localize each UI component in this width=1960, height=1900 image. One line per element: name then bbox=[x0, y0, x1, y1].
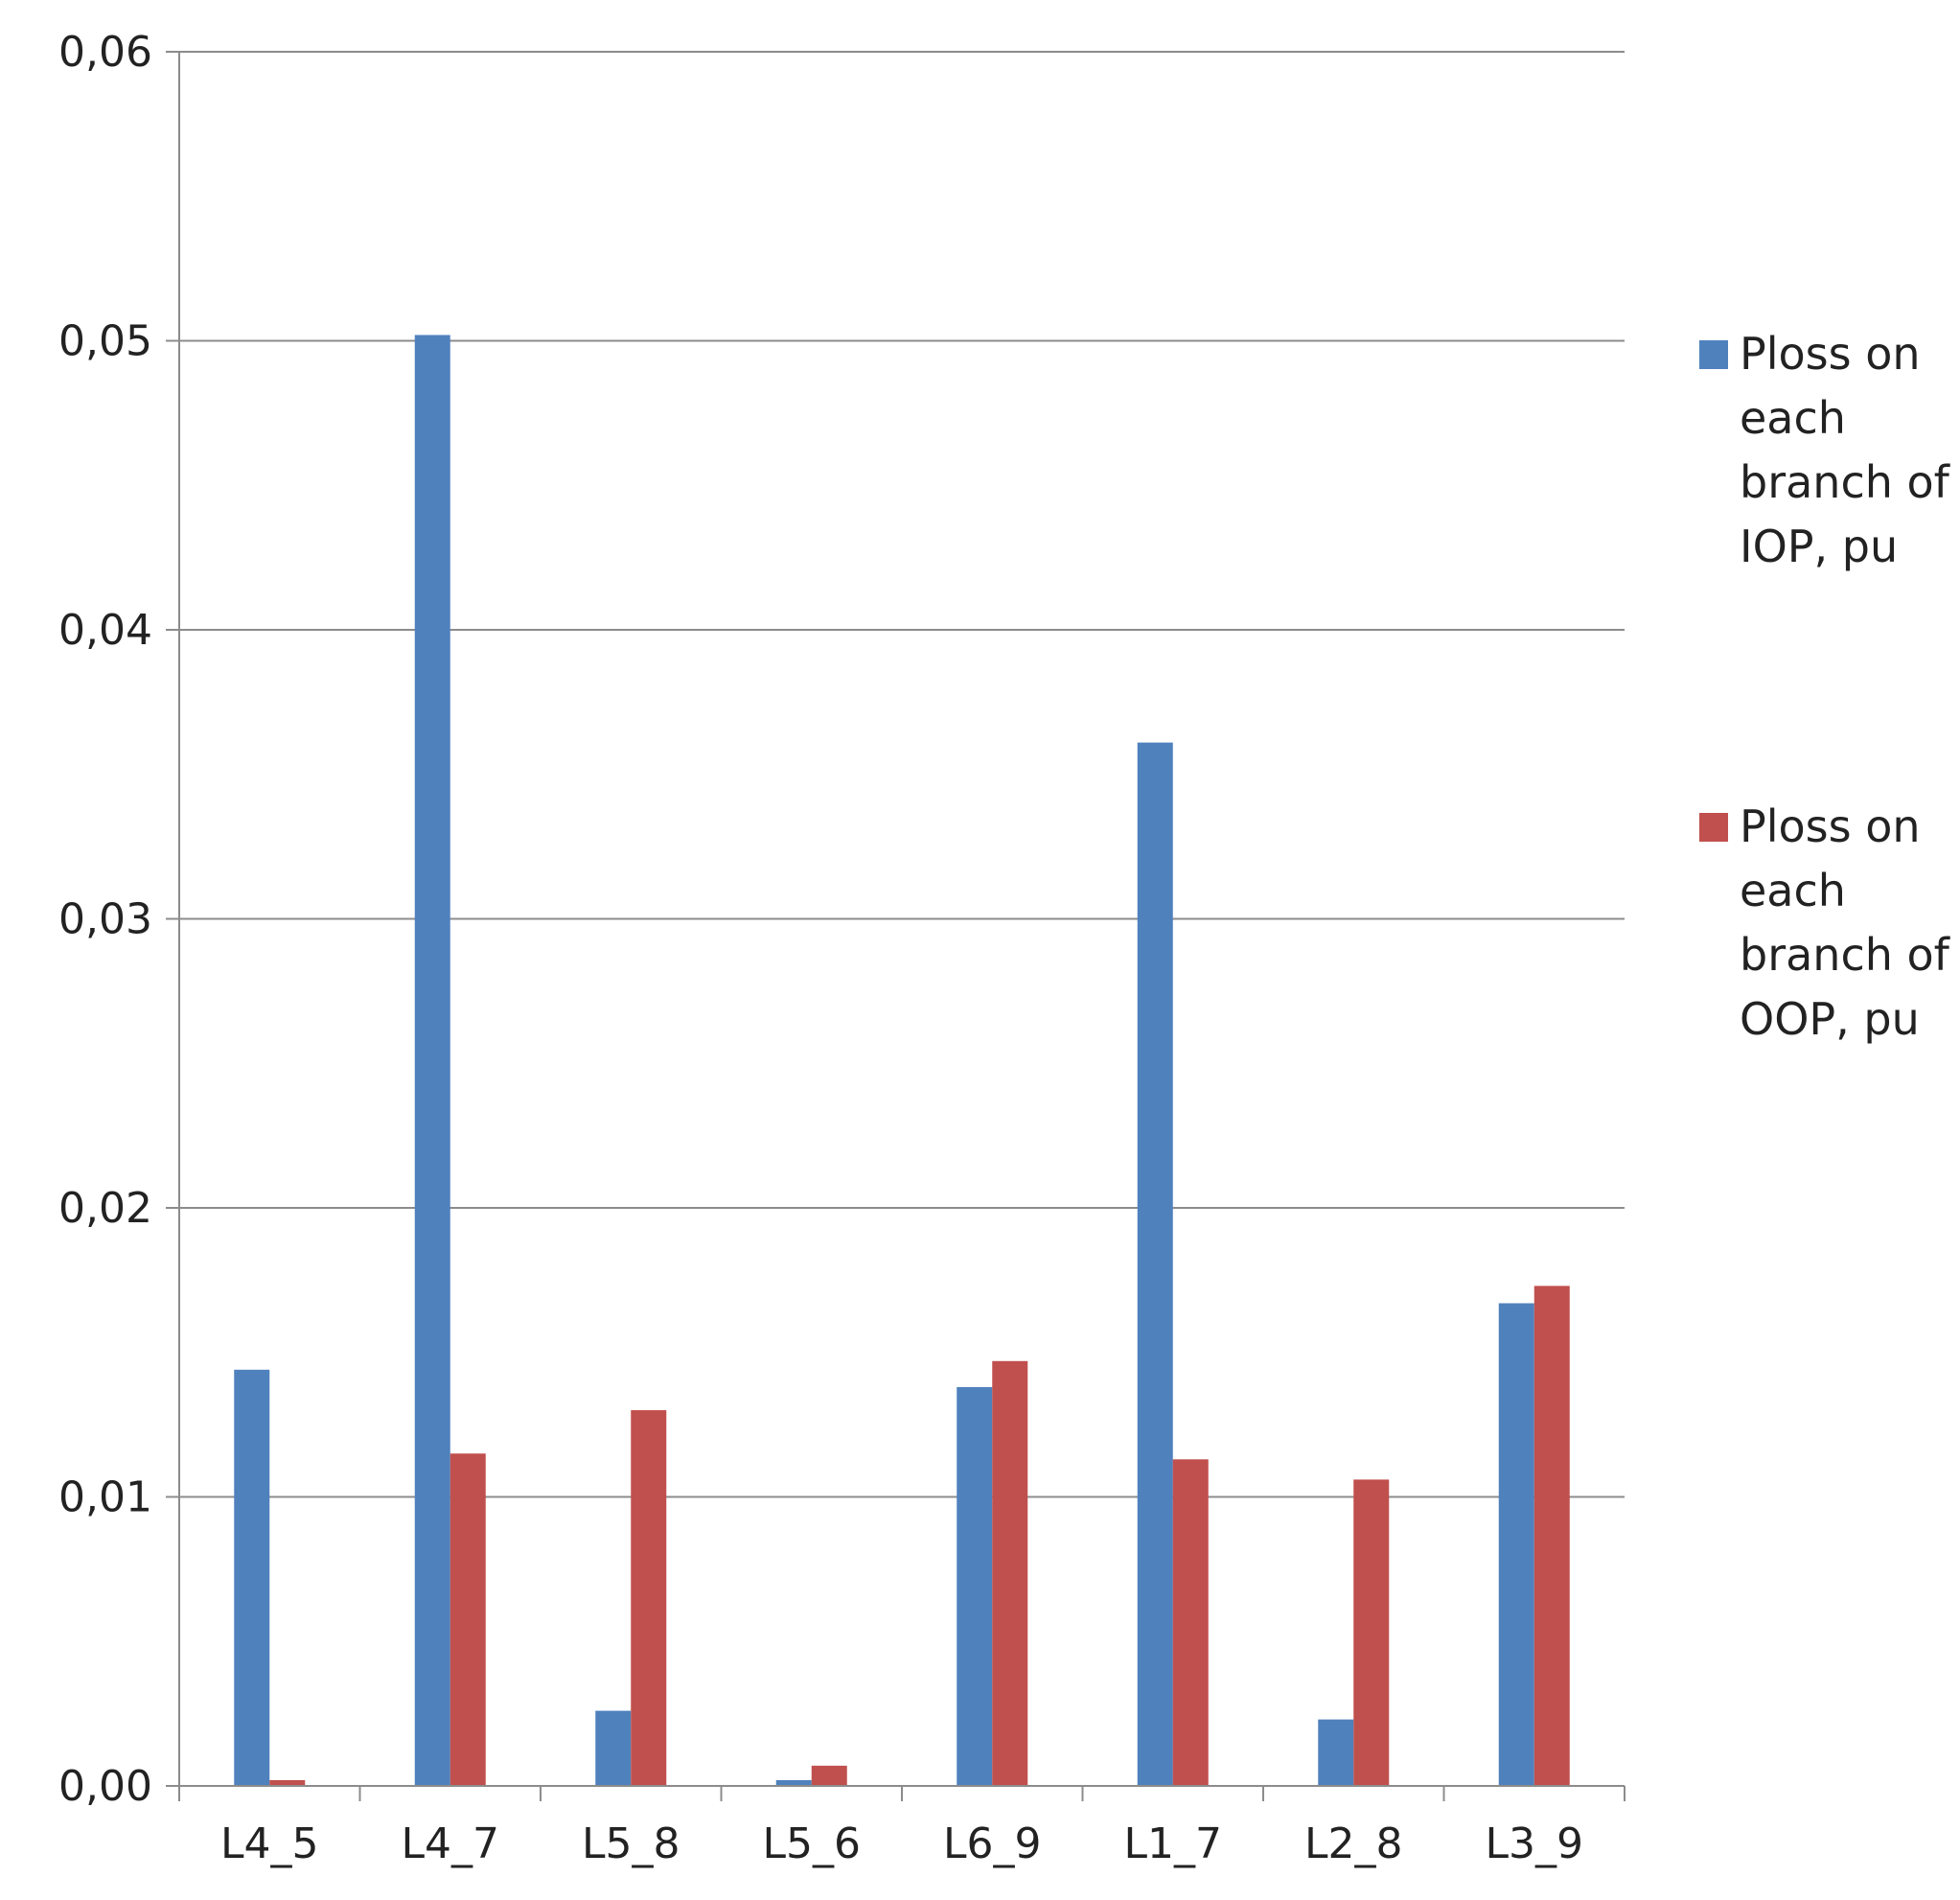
x-tick-label: L6_9 bbox=[943, 1819, 1042, 1868]
axes bbox=[166, 51, 1626, 1801]
bar-oop-l3_9 bbox=[1533, 1286, 1570, 1786]
y-tick-label: 0,01 bbox=[58, 1473, 152, 1522]
y-tick-label: 0,00 bbox=[58, 1762, 152, 1811]
legend-swatch-iop bbox=[1699, 340, 1728, 369]
bar-oop-l2_8 bbox=[1353, 1479, 1390, 1786]
bar-iop-l6_9 bbox=[957, 1386, 993, 1786]
bar-iop-l3_9 bbox=[1498, 1303, 1534, 1786]
bar-oop-l4_7 bbox=[450, 1453, 486, 1786]
bar-iop-l4_7 bbox=[414, 335, 450, 1787]
legend-label-iop: branch of bbox=[1740, 456, 1951, 508]
legend-label-oop: each bbox=[1740, 865, 1846, 916]
legend-label-iop: IOP, pu bbox=[1740, 521, 1898, 572]
bar-oop-l5_6 bbox=[811, 1765, 847, 1786]
x-tick-labels: L4_5 L4_7 L5_8 L5_6 L6_9 L1_7 L2_8 L3_9 bbox=[220, 1819, 1583, 1868]
bars bbox=[234, 335, 1570, 1787]
x-tick-label: L5_6 bbox=[762, 1819, 861, 1868]
bar-iop-l4_5 bbox=[234, 1369, 270, 1786]
y-tick-label: 0,04 bbox=[58, 606, 152, 655]
y-tick-label: 0,02 bbox=[58, 1184, 152, 1233]
y-tick-label: 0,05 bbox=[58, 317, 152, 366]
x-tick-label: L3_9 bbox=[1485, 1819, 1583, 1868]
bar-iop-l2_8 bbox=[1318, 1719, 1354, 1786]
x-tick-label: L4_7 bbox=[401, 1819, 499, 1868]
legend-label-iop: each bbox=[1740, 392, 1846, 444]
bar-iop-l1_7 bbox=[1137, 742, 1173, 1787]
bar-oop-l6_9 bbox=[992, 1360, 1028, 1786]
x-tick-label: L2_8 bbox=[1304, 1819, 1403, 1868]
y-tick-label: 0,06 bbox=[58, 28, 152, 77]
legend-label-oop: branch of bbox=[1740, 929, 1951, 981]
y-tick-label: 0,03 bbox=[58, 895, 152, 944]
x-tick-label: L4_5 bbox=[220, 1819, 319, 1868]
legend-swatch-oop bbox=[1699, 813, 1728, 842]
bar-oop-l5_8 bbox=[631, 1410, 667, 1786]
x-tick-label: L1_7 bbox=[1123, 1819, 1222, 1868]
bar-oop-l1_7 bbox=[1172, 1459, 1209, 1786]
x-tick-label: L5_8 bbox=[582, 1819, 680, 1868]
y-tick-labels: 0,00 0,01 0,02 0,03 0,04 0,05 0,06 bbox=[58, 28, 152, 1811]
legend: Ploss on each branch of IOP, pu Ploss on each… bbox=[1699, 328, 1951, 1045]
legend-label-oop: OOP, pu bbox=[1740, 993, 1920, 1045]
legend-label-iop: Ploss on bbox=[1740, 328, 1921, 380]
bar-iop-l5_6 bbox=[775, 1779, 812, 1786]
bar-oop-l4_5 bbox=[269, 1779, 306, 1786]
legend-label-oop: Ploss on bbox=[1740, 800, 1921, 852]
gridlines bbox=[179, 51, 1625, 1498]
bar-iop-l5_8 bbox=[595, 1710, 632, 1786]
